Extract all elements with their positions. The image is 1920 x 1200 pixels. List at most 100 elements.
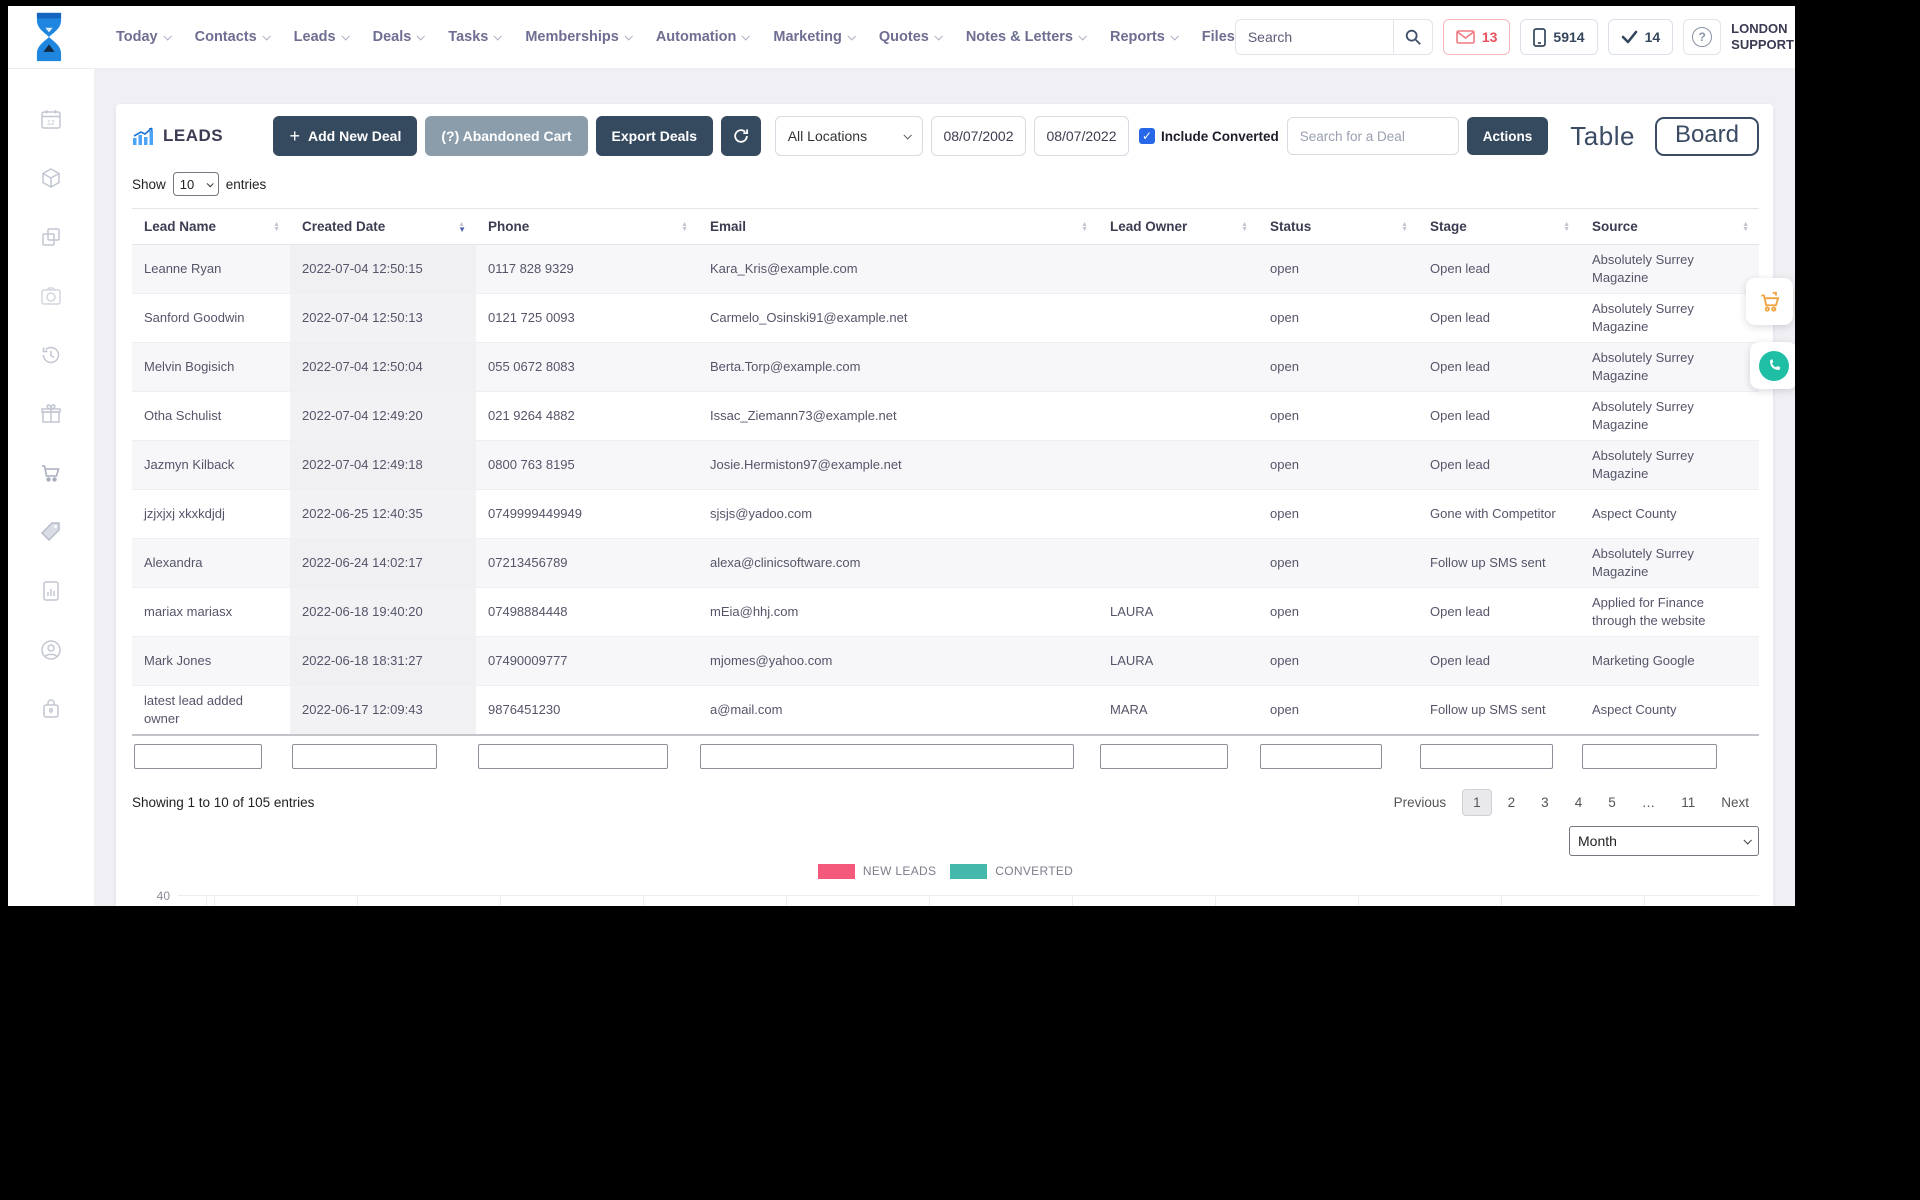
sidebar-item-reports[interactable] <box>38 578 64 604</box>
bar-chart-doc-icon <box>43 581 59 601</box>
left-sidebar: 12 <box>8 68 94 906</box>
pagination-previous[interactable]: Previous <box>1393 794 1447 810</box>
leads-chart-icon <box>133 126 153 145</box>
pagination-page-2[interactable]: 2 <box>1507 794 1516 810</box>
table-row[interactable]: jzjxjxj xkxkdjdj 2022-06-25 12:40:35 07499… <box>132 489 1759 539</box>
sidebar-item-history[interactable] <box>38 342 64 368</box>
filter-input-lead-name[interactable] <box>134 743 262 769</box>
include-converted-checkbox[interactable]: ✓ <box>1138 128 1155 144</box>
sidebar-item-products[interactable] <box>38 165 64 191</box>
view-table-toggle[interactable]: Table <box>1570 120 1635 151</box>
filter-input-source[interactable] <box>1582 743 1717 769</box>
actions-button[interactable]: Actions <box>1466 117 1549 155</box>
converted-swatch <box>950 863 988 879</box>
sidebar-item-security[interactable] <box>38 696 64 722</box>
chevron-down-icon <box>163 32 172 41</box>
menu-quotes[interactable]: Quotes <box>879 29 943 45</box>
sidebar-item-tags[interactable] <box>38 519 64 545</box>
sidebar-item-account[interactable] <box>38 637 64 663</box>
table-row[interactable]: Leanne Ryan 2022-07-04 12:50:15 0117 828 9… <box>132 244 1759 294</box>
menu-label: Marketing <box>773 29 842 45</box>
col-header-phone[interactable]: Phone ▲ ▼ <box>476 208 698 245</box>
global-search-input[interactable] <box>1234 19 1393 55</box>
orange-cart-icon <box>1760 291 1779 312</box>
pagination-page-4[interactable]: 4 <box>1574 794 1583 810</box>
pagination-page-5[interactable]: 5 <box>1608 794 1616 810</box>
question-icon: ? <box>1692 27 1713 47</box>
filter-input-email[interactable] <box>700 743 1074 769</box>
sidebar-item-duplicates[interactable] <box>38 224 64 250</box>
pagination-page-3[interactable]: 3 <box>1541 794 1549 810</box>
floating-whatsapp-button[interactable] <box>1750 342 1795 389</box>
sidebar-item-cart[interactable] <box>38 460 64 486</box>
table-row[interactable]: mariax mariasx 2022-06-18 19:40:20 0749888… <box>132 587 1759 637</box>
abandoned-cart-button[interactable]: (?) Abandoned Cart <box>425 116 588 156</box>
col-header-lead-owner[interactable]: Lead Owner ▲ ▼ <box>1098 208 1258 245</box>
menu-label: Reports <box>1110 29 1165 45</box>
date-to-input[interactable]: 08/07/2022 <box>1033 116 1129 156</box>
main-menu: Today Contacts Leads Deals Tasks Members… <box>116 29 1235 45</box>
col-header-email[interactable]: Email ▲ ▼ <box>698 208 1098 245</box>
y-axis-tick: 40 <box>156 888 170 903</box>
search-button[interactable] <box>1392 19 1433 55</box>
sidebar-item-calendar[interactable]: 12 <box>38 106 64 132</box>
messages-badge[interactable]: 13 <box>1442 19 1511 55</box>
menu-contacts[interactable]: Contacts <box>195 29 271 45</box>
copy-icon <box>42 228 60 246</box>
add-new-deal-button[interactable]: + Add New Deal <box>273 116 418 156</box>
pagination-page-1[interactable]: 1 <box>1462 788 1492 816</box>
col-header-lead-name[interactable]: Lead Name ▲ ▼ <box>132 208 290 245</box>
table-row[interactable]: Melvin Bogisich 2022-07-04 12:50:04 055 06… <box>132 342 1759 392</box>
search-icon <box>1405 29 1421 45</box>
menu-marketing[interactable]: Marketing <box>773 29 856 45</box>
menu-label: Notes & Letters <box>965 29 1073 45</box>
tasks-badge[interactable]: 14 <box>1607 19 1674 55</box>
col-header-created-date[interactable]: Created Date ▲ ▼ <box>290 208 476 245</box>
menu-automation[interactable]: Automation <box>656 29 751 45</box>
legend-converted: CONVERTED <box>950 863 1073 879</box>
refresh-button[interactable] <box>721 116 761 156</box>
pagination-next[interactable]: Next <box>1721 794 1749 810</box>
col-header-source[interactable]: Source ▲ ▼ <box>1580 208 1759 245</box>
view-board-toggle[interactable]: Board <box>1654 116 1759 156</box>
export-deals-button[interactable]: Export Deals <box>595 116 714 156</box>
table-row[interactable]: Sanford Goodwin 2022-07-04 12:50:13 0121 7… <box>132 293 1759 343</box>
menu-memberships[interactable]: Memberships <box>525 29 633 45</box>
filter-input-lead-owner[interactable] <box>1100 743 1228 769</box>
locations-select[interactable]: All Locations <box>774 116 923 156</box>
help-button[interactable]: ? <box>1683 19 1722 55</box>
col-header-stage[interactable]: Stage ▲ ▼ <box>1418 208 1580 245</box>
sidebar-item-gifts[interactable] <box>38 401 64 427</box>
table-row[interactable]: Jazmyn Kilback 2022-07-04 12:49:18 0800 76… <box>132 440 1759 490</box>
chevron-down-icon <box>1078 32 1087 41</box>
menu-today[interactable]: Today <box>116 29 172 45</box>
brand-logo[interactable] <box>30 9 68 65</box>
filter-input-created-date[interactable] <box>292 743 437 769</box>
filter-input-stage[interactable] <box>1420 743 1553 769</box>
menu-leads[interactable]: Leads <box>294 29 350 45</box>
deal-search-input[interactable] <box>1286 117 1459 155</box>
floating-cart-button[interactable] <box>1746 278 1793 325</box>
month-select[interactable]: Month <box>1569 825 1759 856</box>
menu-files[interactable]: Files <box>1202 29 1235 45</box>
page-title: LEADS <box>132 126 265 146</box>
menu-deals[interactable]: Deals <box>373 29 426 45</box>
table-row[interactable]: Mark Jones 2022-06-18 18:31:27 07490009777… <box>132 636 1759 686</box>
date-from-input[interactable]: 08/07/2002 <box>930 116 1026 156</box>
menu-reports[interactable]: Reports <box>1110 29 1179 45</box>
filter-input-status[interactable] <box>1260 743 1382 769</box>
menu-notes-letters[interactable]: Notes & Letters <box>965 29 1087 45</box>
col-header-status[interactable]: Status ▲ ▼ <box>1258 208 1418 245</box>
calls-badge[interactable]: 5914 <box>1520 19 1598 55</box>
menu-tasks[interactable]: Tasks <box>448 29 503 45</box>
locations-value: All Locations <box>787 128 868 144</box>
pagination-page-11[interactable]: 11 <box>1681 794 1696 810</box>
app-window: Today Contacts Leads Deals Tasks Members… <box>8 6 1795 906</box>
sidebar-item-camera[interactable] <box>38 283 64 309</box>
table-row[interactable]: latest lead added owner 2022-06-17 12:09:… <box>132 685 1759 735</box>
filter-input-phone[interactable] <box>478 743 668 769</box>
table-row[interactable]: Alexandra 2022-06-24 14:02:17 07213456789 a… <box>132 538 1759 588</box>
sort-icon: ▲ ▼ <box>1241 220 1248 233</box>
table-row[interactable]: Otha Schulist 2022-07-04 12:49:20 021 9264… <box>132 391 1759 441</box>
page-size-select[interactable]: 10 <box>172 172 219 196</box>
